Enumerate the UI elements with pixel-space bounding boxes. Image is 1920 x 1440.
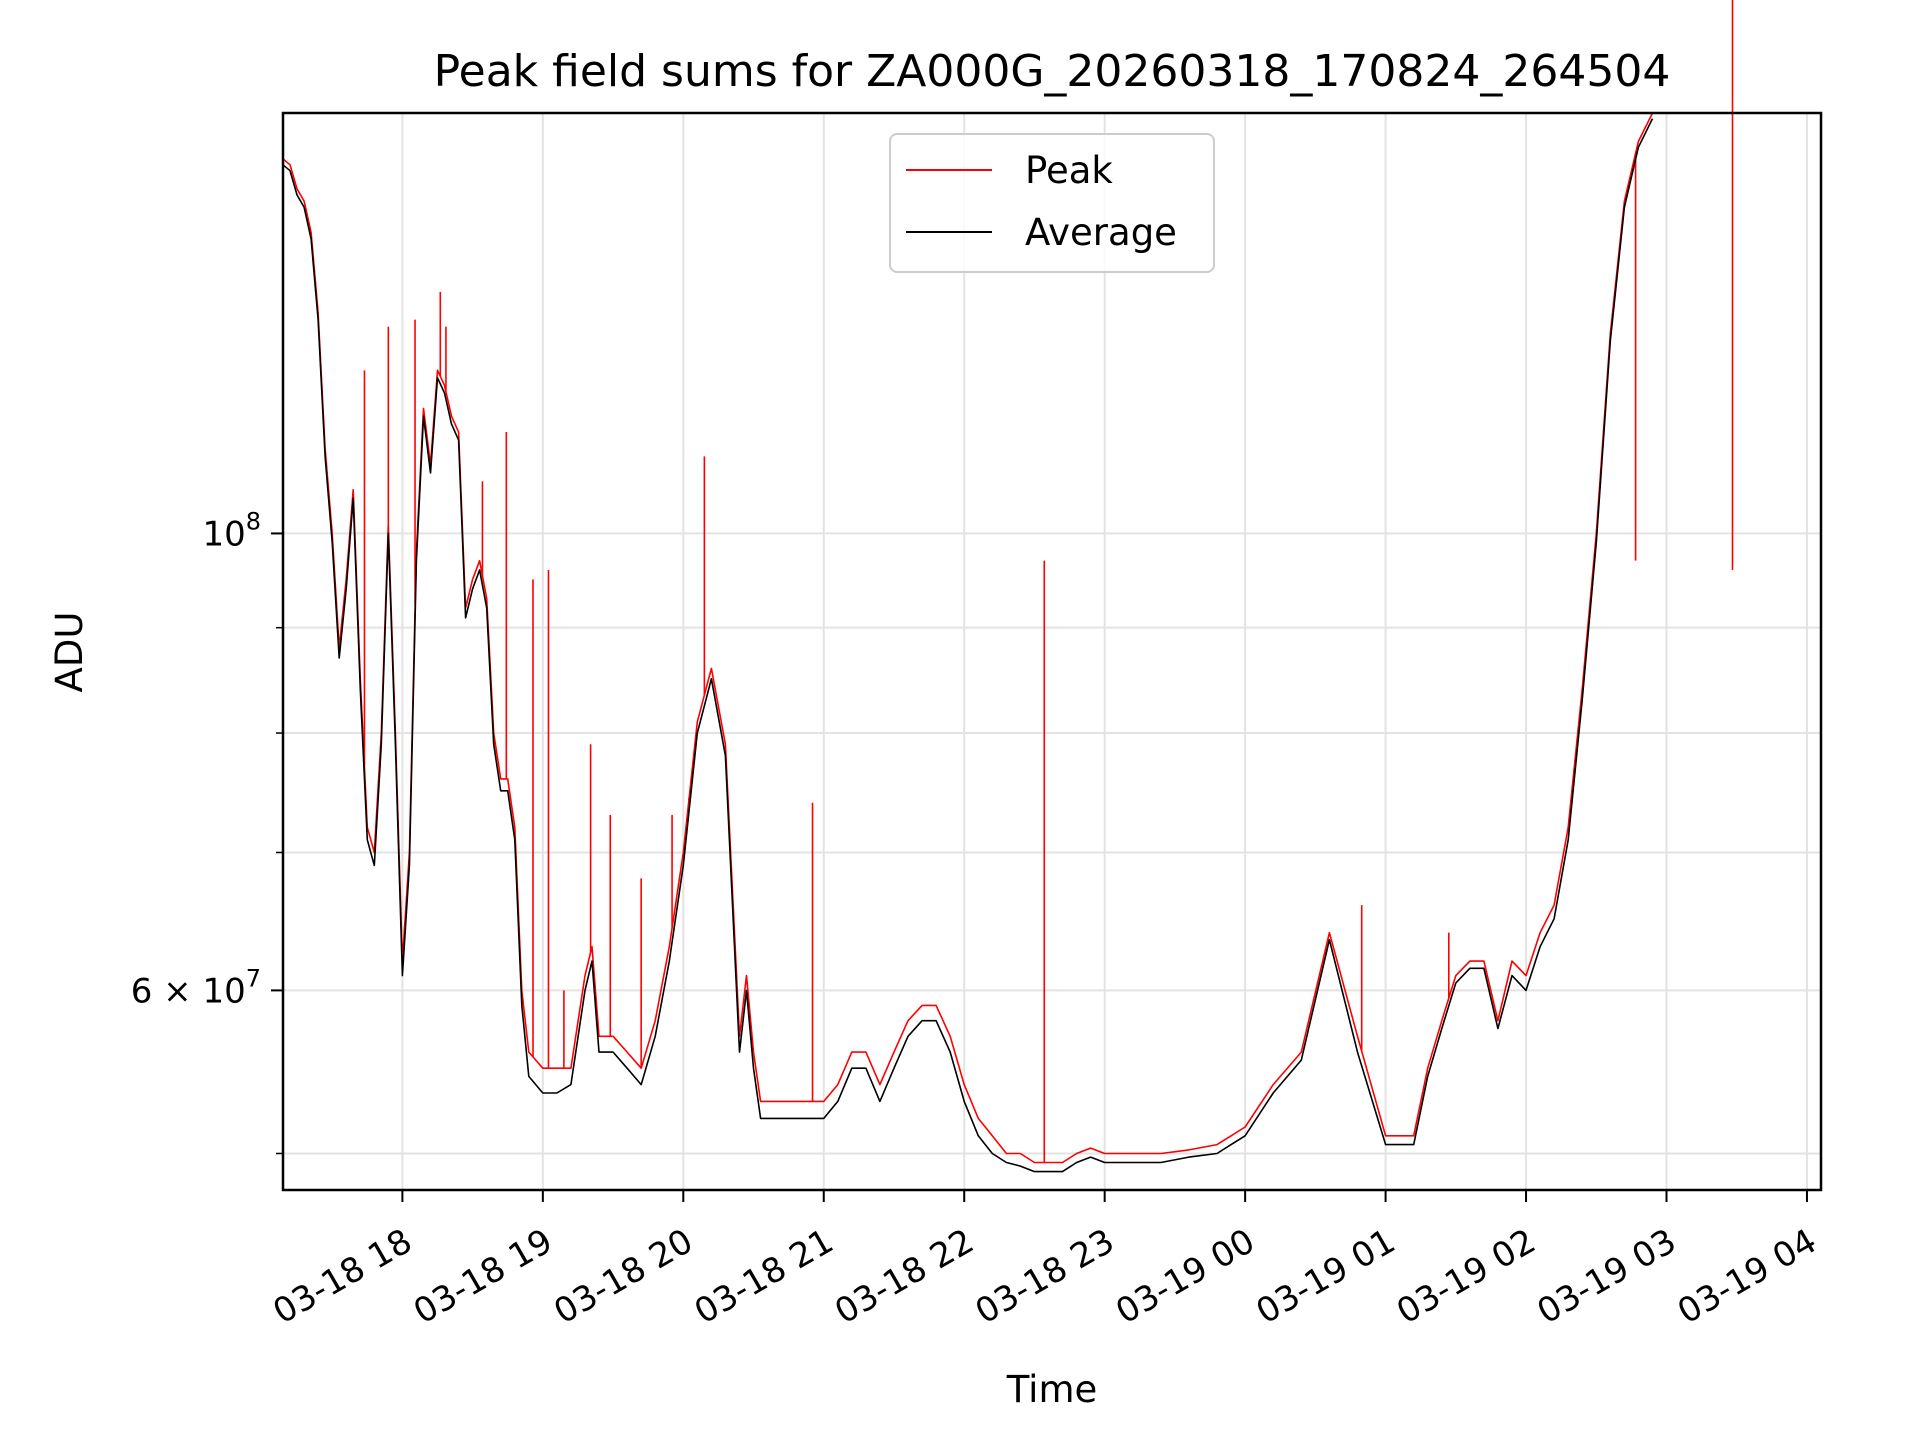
- x-axis-label: Time: [1006, 1368, 1098, 1411]
- y-axis: 108 6 × 107: [131, 507, 283, 1155]
- series-layer: [282, 0, 1734, 1173]
- legend: Peak Average: [889, 133, 1215, 273]
- y-tick-label-exponent: 8: [246, 507, 261, 535]
- plot-frame: [281, 111, 1823, 1192]
- legend-label-average: Average: [1025, 211, 1177, 254]
- y-tick-label-base: 6 × 10: [131, 971, 246, 1011]
- chart-title: Peak field sums for ZA000G_20260318_1708…: [434, 46, 1671, 97]
- y-tick-label: 108: [202, 507, 261, 554]
- legend-label-peak: Peak: [1025, 149, 1113, 192]
- legend-box: [889, 133, 1215, 273]
- y-tick-label-base: 10: [202, 514, 245, 554]
- series-line-average: [282, 118, 1654, 1173]
- y-tick-label-exponent: 7: [246, 964, 261, 992]
- grid: [283, 113, 1821, 1190]
- y-axis-label: ADU: [48, 612, 91, 693]
- y-tick-label: 6 × 107: [131, 964, 261, 1011]
